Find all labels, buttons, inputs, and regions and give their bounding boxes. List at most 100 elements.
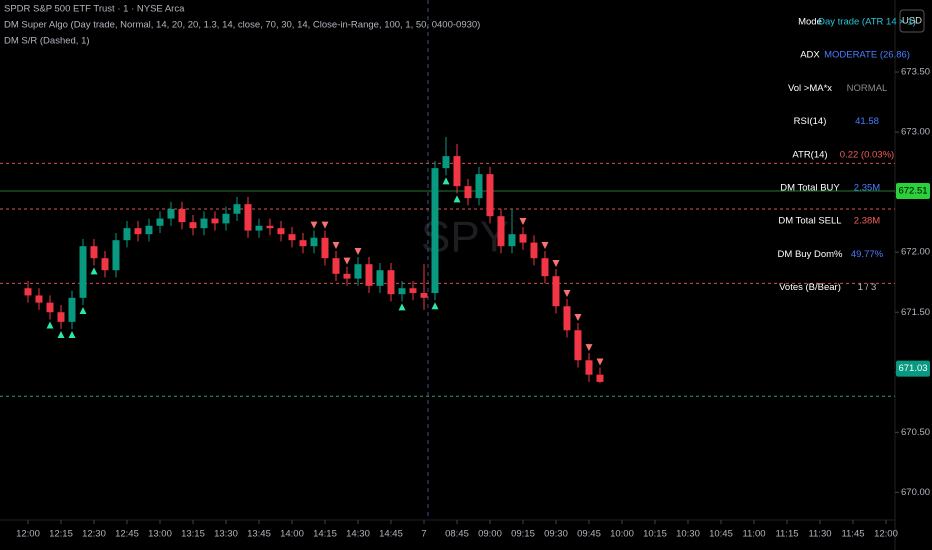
candle-body [156, 218, 164, 226]
candle-body [596, 374, 604, 382]
candle-body [387, 270, 395, 295]
candle-body [134, 228, 142, 235]
candle-body [277, 228, 285, 235]
candle-body [35, 295, 43, 303]
x-tick-label: 11:15 [775, 529, 798, 540]
table-value: Day trade (ATR 14 × 1) [818, 17, 916, 28]
candle-body [574, 330, 582, 361]
x-tick-label: 14:00 [280, 529, 304, 540]
legend-line: DM S/R (Dashed, 1) [4, 36, 90, 47]
currency-button[interactable] [899, 9, 925, 33]
candle-body [365, 264, 373, 286]
candle-body [497, 216, 505, 247]
x-tick-label: 09:00 [478, 529, 502, 540]
sell-signal [585, 344, 593, 352]
candle-body [167, 208, 175, 219]
candle-body [541, 258, 549, 277]
sell-signal [332, 241, 340, 249]
candle-body [222, 213, 230, 224]
table-value: 0.22 (0.03%) [840, 149, 894, 160]
x-tick-label: 14:30 [346, 529, 370, 540]
table-label: DM Buy Dom% [778, 249, 843, 260]
price-label-box [896, 182, 930, 199]
candle-body [530, 242, 538, 259]
candle-body [585, 360, 593, 375]
x-tick-label: 10:15 [643, 529, 667, 540]
y-tick-label: 670.00 [901, 487, 930, 498]
price-label: 672.51 [898, 185, 927, 196]
candle-body [112, 240, 120, 271]
x-tick-label: 09:30 [544, 529, 568, 540]
table-label: RSI(14) [794, 116, 827, 127]
price-label: 671.03 [898, 363, 927, 374]
legend-line: DM Super Algo (Day trade, Normal, 14, 20… [4, 20, 480, 31]
candle-body [211, 218, 219, 224]
sell-signal [574, 314, 582, 322]
buy-signal [68, 331, 76, 339]
candle-body [90, 246, 98, 259]
candle-body [255, 225, 263, 231]
x-tick-label: 09:15 [511, 529, 535, 540]
candle-body [398, 288, 406, 295]
x-tick-label: 13:15 [181, 529, 205, 540]
candle-body [145, 225, 153, 235]
candle-body [288, 234, 296, 241]
table-label: Mode [798, 17, 822, 28]
candle-body [519, 234, 527, 243]
candle-body [266, 225, 274, 229]
candle-body [178, 208, 186, 223]
candle-body [376, 270, 384, 286]
x-tick-label: 13:00 [148, 529, 172, 540]
table-label: ATR(14) [792, 149, 827, 160]
currency-label[interactable]: USD [902, 16, 922, 27]
x-tick-label: 11:45 [841, 529, 864, 540]
candle-body [431, 168, 439, 294]
x-tick-label: 08:45 [445, 529, 469, 540]
candle-body [79, 246, 87, 298]
candle-body [420, 293, 428, 298]
x-tick-label: 12:45 [115, 529, 139, 540]
x-tick-label: 10:00 [610, 529, 634, 540]
x-tick-label: 09:45 [577, 529, 601, 540]
buy-signal [398, 303, 406, 311]
candle-body [486, 174, 494, 217]
candle-body [123, 228, 131, 241]
table-value: 2.35M [854, 183, 880, 194]
candle-body [46, 302, 54, 313]
candle-body [101, 258, 109, 271]
table-value: 49.77% [851, 249, 884, 260]
table-label: DM Total SELL [778, 216, 841, 227]
x-tick-label: 12:30 [82, 529, 106, 540]
table-label: DM Total BUY [780, 183, 840, 194]
buy-signal [453, 195, 461, 203]
candle-body [453, 156, 461, 187]
sell-signal [321, 221, 329, 229]
candle-body [475, 174, 483, 199]
x-tick-label: 12:00 [874, 529, 898, 540]
x-tick-label: 11:30 [808, 529, 831, 540]
x-tick-label: 14:15 [313, 529, 337, 540]
sell-signal [354, 247, 362, 255]
table-label: Vol >MA*x [788, 83, 832, 94]
x-tick-label: 13:45 [247, 529, 271, 540]
candle-body [321, 237, 329, 259]
candle-body [244, 204, 252, 231]
candle-body [189, 222, 197, 229]
table-label: ADX [800, 50, 820, 61]
candle-body [354, 264, 362, 279]
table-value: 41.58 [855, 116, 879, 127]
sell-signal [596, 358, 604, 366]
x-tick-label: 12:00 [16, 529, 40, 540]
candle-body [332, 258, 340, 274]
table-label: Votes (B/Bear) [779, 282, 841, 293]
y-tick-label: 673.50 [901, 67, 930, 78]
candle-body [343, 273, 351, 279]
sell-signal [552, 260, 560, 268]
table-value: NORMAL [847, 83, 888, 94]
buy-signal [431, 302, 439, 310]
buy-signal [79, 307, 87, 315]
candle-body [57, 312, 65, 322]
candle-body [442, 156, 450, 169]
y-tick-label: 671.50 [901, 307, 930, 318]
price-label-box [896, 360, 930, 377]
